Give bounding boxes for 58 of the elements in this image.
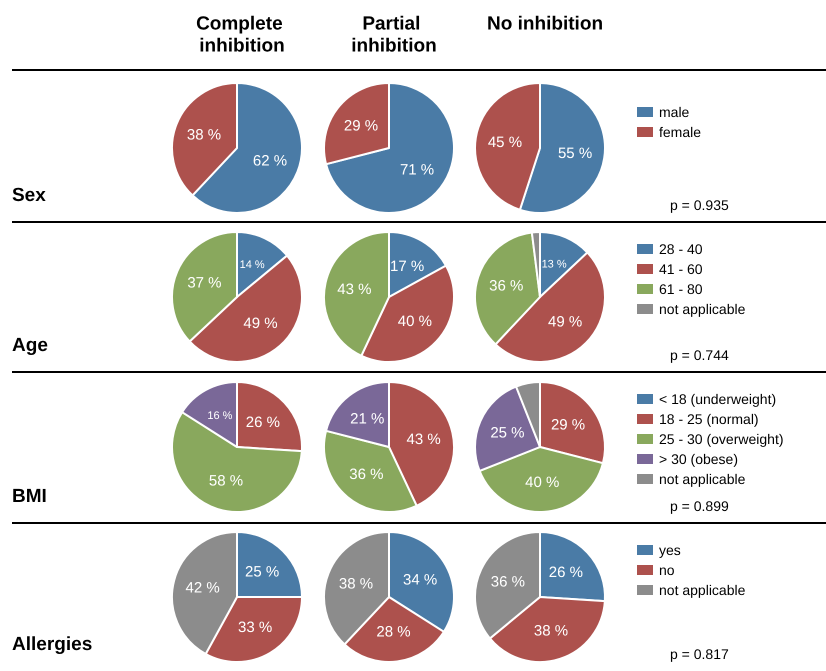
data-label: 62 % bbox=[252, 152, 288, 170]
chart-title: Complete inhibition bbox=[196, 14, 288, 56]
legend-label: 25 - 30 (overweight) bbox=[659, 431, 784, 447]
legend-label: not applicable bbox=[659, 301, 746, 317]
text: p = 0.935 bbox=[670, 197, 729, 213]
legend-label: 18 - 25 (normal) bbox=[659, 411, 759, 427]
data-label: 49 % bbox=[548, 314, 582, 331]
text: Age bbox=[12, 335, 48, 356]
data-label: 43 % bbox=[337, 280, 372, 298]
data-label: 38 % bbox=[338, 575, 374, 592]
data-label: 36 % bbox=[349, 466, 384, 483]
data-label: 45 % bbox=[488, 134, 522, 151]
data-label: 34 % bbox=[403, 571, 438, 588]
data-label: 37 % bbox=[187, 274, 222, 292]
text: Sex bbox=[12, 185, 46, 206]
data-label: 28 % bbox=[376, 624, 411, 641]
data-label: 13 % bbox=[542, 258, 567, 270]
data-label: 38 % bbox=[534, 622, 568, 640]
data-label: 43 % bbox=[406, 430, 441, 448]
data-label: 21 % bbox=[350, 410, 384, 428]
legend-label: 28 - 40 bbox=[659, 241, 703, 257]
data-label: 16 % bbox=[207, 410, 233, 422]
legend-label: > 30 (obese) bbox=[659, 451, 738, 467]
legend-label: < 18 (underweight) bbox=[659, 391, 776, 407]
data-label: 38 % bbox=[186, 126, 222, 144]
data-label: 29 % bbox=[550, 416, 586, 434]
data-label: 25 % bbox=[245, 563, 280, 580]
text: p = 0.817 bbox=[670, 646, 729, 662]
data-label: 40 % bbox=[525, 474, 560, 491]
legend-label: no bbox=[659, 562, 675, 578]
data-label: 26 % bbox=[246, 414, 280, 432]
data-label: 49 % bbox=[243, 315, 278, 332]
data-label: 55 % bbox=[558, 145, 592, 162]
legend-label: male bbox=[659, 104, 690, 120]
legend-label: 61 - 80 bbox=[659, 281, 703, 297]
legend-label: 41 - 60 bbox=[659, 261, 703, 277]
text: p = 0.899 bbox=[670, 498, 729, 514]
legend-label: not applicable bbox=[659, 582, 746, 598]
data-label: 36 % bbox=[489, 278, 524, 295]
data-label: 25 % bbox=[490, 424, 525, 442]
chart-title: No inhibition bbox=[486, 14, 604, 34]
legend-label: female bbox=[659, 124, 702, 140]
data-label: 36 % bbox=[490, 573, 525, 590]
data-label: 58 % bbox=[208, 472, 244, 490]
data-label: 33 % bbox=[238, 619, 272, 636]
text: p = 0.744 bbox=[670, 347, 729, 363]
legend-label: yes bbox=[659, 542, 681, 558]
data-label: 14 % bbox=[240, 258, 265, 271]
text: Allergies bbox=[12, 634, 92, 655]
text: BMI bbox=[12, 486, 47, 507]
data-label: 26 % bbox=[548, 564, 583, 582]
chart-title: Partial inhibition bbox=[351, 14, 437, 56]
legend-label: not applicable bbox=[659, 471, 746, 487]
data-label: 42 % bbox=[186, 580, 220, 597]
data-label: 29 % bbox=[344, 118, 378, 135]
data-label: 71 % bbox=[400, 161, 434, 178]
data-label: 17 % bbox=[390, 258, 424, 275]
data-label: 40 % bbox=[398, 312, 432, 330]
